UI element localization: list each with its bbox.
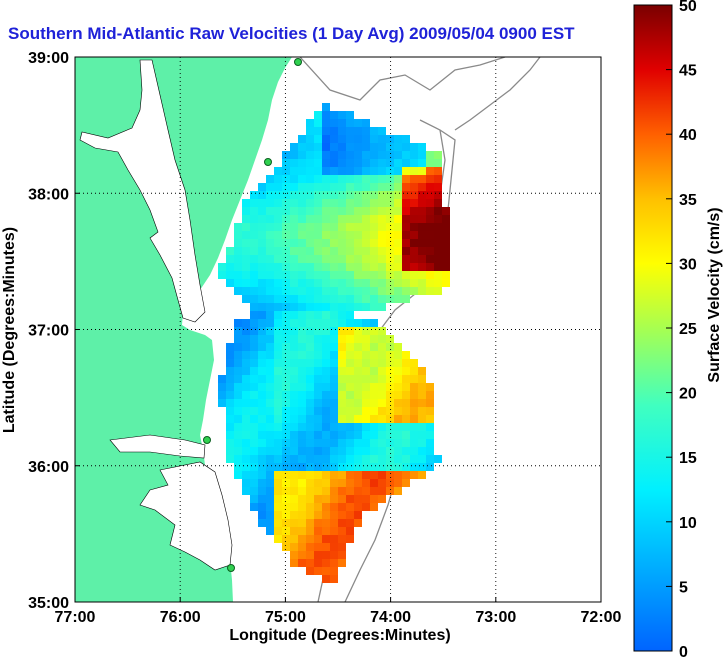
colorbar-tick-label: 25 bbox=[679, 321, 697, 338]
station-marker bbox=[264, 158, 272, 166]
lon-tick-label: 72:00 bbox=[581, 609, 622, 626]
y-axis-title: Latitude (Degrees:Minutes) bbox=[1, 227, 18, 433]
lat-tick-label: 38:00 bbox=[28, 186, 69, 203]
axis-ticks: 77:00 76:00 75:00 74:00 73:00 72:00 39:00 38:00… bbox=[28, 50, 621, 626]
station-marker bbox=[203, 436, 211, 444]
colorbar-tick-label: 10 bbox=[679, 515, 697, 532]
colorbar-ticks: 0 5 10 15 20 25 30 35 40 45 50 bbox=[666, 0, 697, 659]
colorbar-tick-label: 30 bbox=[679, 256, 697, 273]
colorbar-tick-label: 20 bbox=[679, 386, 697, 403]
colorbar-tick-label: 15 bbox=[679, 450, 697, 467]
lat-tick-label: 35:00 bbox=[28, 595, 69, 612]
lat-tick-label: 39:00 bbox=[28, 50, 69, 67]
station-marker bbox=[294, 58, 302, 66]
radar-stations bbox=[203, 58, 302, 572]
colorbar-label: Surface Velocity (cm/s) bbox=[706, 207, 723, 382]
velocity-field bbox=[218, 103, 450, 583]
x-axis-title: Longitude (Degrees:Minutes) bbox=[229, 627, 450, 644]
lat-tick-label: 36:00 bbox=[28, 459, 69, 476]
colorbar-tick-label: 50 bbox=[679, 0, 697, 15]
chesapeake-bay bbox=[79, 59, 206, 323]
colorbar bbox=[633, 4, 673, 652]
lon-tick-label: 75:00 bbox=[265, 609, 306, 626]
lon-tick-label: 74:00 bbox=[370, 609, 411, 626]
colorbar-tick-label: 0 bbox=[679, 644, 688, 659]
colorbar-tick-label: 5 bbox=[679, 579, 688, 596]
lon-tick-label: 76:00 bbox=[160, 609, 201, 626]
lat-tick-label: 37:00 bbox=[28, 323, 69, 340]
colorbar-tick-label: 35 bbox=[679, 192, 697, 209]
lon-tick-label: 73:00 bbox=[475, 609, 516, 626]
pamlico-sound bbox=[139, 461, 233, 571]
colorbar-tick-label: 45 bbox=[679, 63, 697, 80]
colorbar-tick-label: 40 bbox=[679, 127, 697, 144]
lon-tick-label: 77:00 bbox=[55, 609, 96, 626]
map-title: Southern Mid-Atlantic Raw Velocities (1 … bbox=[8, 24, 575, 43]
station-marker bbox=[227, 564, 235, 572]
lat-lon-grid bbox=[75, 57, 601, 602]
albemarle-sound bbox=[109, 434, 206, 459]
